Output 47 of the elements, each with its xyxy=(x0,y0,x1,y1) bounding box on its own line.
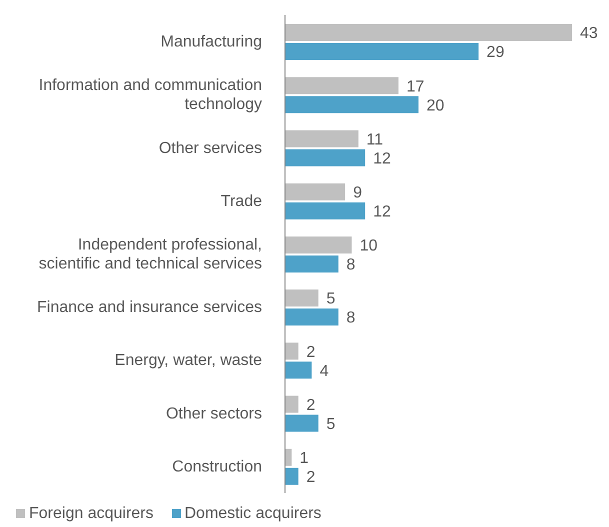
bar xyxy=(285,149,366,166)
y-tick-label: Manufacturing xyxy=(160,33,262,50)
y-tick-label: Other services xyxy=(158,139,262,156)
y-tick-label: Energy, water, waste xyxy=(114,352,262,369)
bar xyxy=(285,24,572,41)
data-label: 1 xyxy=(300,450,309,468)
y-tick-label: Independent professional, scientific and technical services xyxy=(38,236,262,272)
data-label: 17 xyxy=(406,78,424,96)
data-label: 2 xyxy=(306,396,316,414)
y-tick-label: Other sectors xyxy=(166,404,262,422)
bar xyxy=(285,396,298,413)
bar xyxy=(285,77,398,94)
data-label: 11 xyxy=(366,131,384,148)
data-label: 20 xyxy=(426,97,444,114)
y-tick-label: Information and communication technology xyxy=(38,76,262,113)
data-label: 5 xyxy=(326,416,336,433)
bar xyxy=(285,290,318,307)
bar xyxy=(285,362,312,379)
data-label: 2 xyxy=(306,469,316,486)
data-label: 4 xyxy=(320,362,329,380)
bar xyxy=(285,342,298,360)
bar xyxy=(285,448,292,466)
bar xyxy=(285,43,479,60)
bar xyxy=(285,414,318,432)
y-tick-label: Trade xyxy=(220,192,262,210)
bar xyxy=(285,130,358,148)
data-label: 2 xyxy=(306,344,316,361)
data-label: 8 xyxy=(346,310,356,327)
data-label: 12 xyxy=(373,150,391,168)
bar xyxy=(285,308,338,326)
bar xyxy=(285,236,352,254)
data-label: 43 xyxy=(580,25,598,42)
y-tick-label: Finance and insurance services xyxy=(36,298,262,316)
data-label: 8 xyxy=(346,256,356,274)
bar xyxy=(285,468,298,485)
data-label: 5 xyxy=(326,290,336,308)
bar xyxy=(285,255,338,272)
bar xyxy=(285,183,346,200)
legend-label: Domestic acquirers xyxy=(184,505,322,522)
data-label: 12 xyxy=(373,204,391,221)
bar xyxy=(285,96,418,114)
bar xyxy=(285,202,366,220)
legend-label: Foreign acquirers xyxy=(29,505,154,522)
data-label: 9 xyxy=(353,184,362,202)
data-label: 10 xyxy=(360,238,378,255)
y-tick-label: Construction xyxy=(172,458,262,475)
data-label: 29 xyxy=(486,44,504,62)
